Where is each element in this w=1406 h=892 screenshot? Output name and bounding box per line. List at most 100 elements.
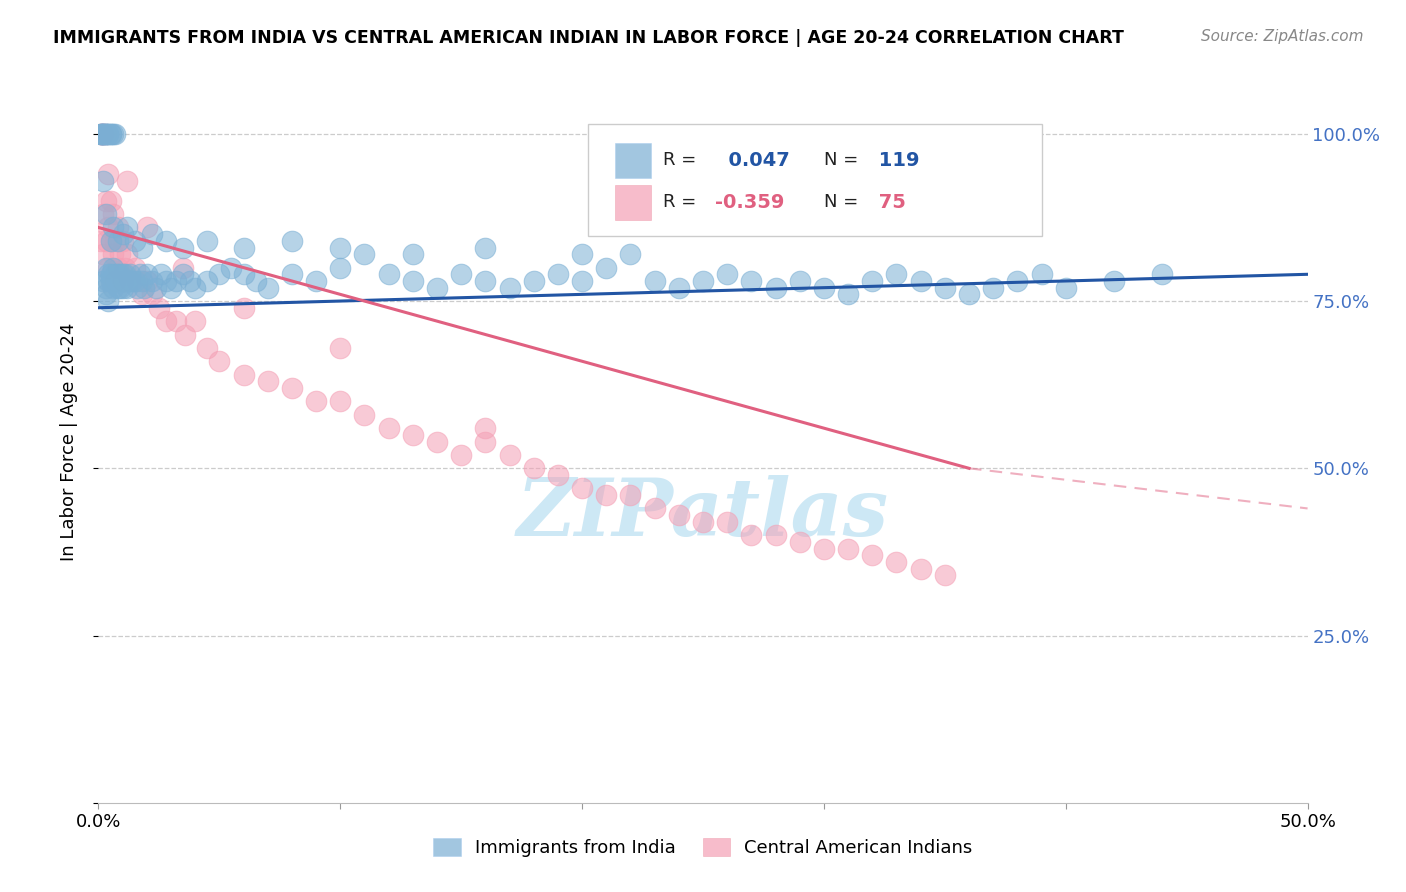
Point <box>450 268 472 282</box>
Point <box>141 227 163 242</box>
Point <box>100 268 122 282</box>
Point <box>131 241 153 255</box>
Point <box>124 234 146 248</box>
Point <box>547 467 569 482</box>
Point <box>281 234 304 248</box>
Point <box>195 341 218 355</box>
Point <box>981 281 1004 295</box>
Point <box>245 274 267 288</box>
Point <box>208 268 231 282</box>
Point <box>221 260 243 275</box>
Point <box>377 268 399 282</box>
Point <box>813 281 835 295</box>
Point <box>100 127 122 141</box>
Point <box>94 260 117 275</box>
Point <box>94 287 117 301</box>
Point <box>101 281 124 295</box>
Point <box>474 434 496 449</box>
Point <box>91 127 114 141</box>
Point <box>329 394 352 409</box>
Point <box>619 247 641 261</box>
Point <box>104 274 127 288</box>
Point <box>957 287 980 301</box>
Point <box>97 127 120 141</box>
Point <box>111 274 134 288</box>
Point <box>1031 268 1053 282</box>
Point <box>91 127 114 141</box>
Point <box>94 127 117 141</box>
Point <box>94 281 117 295</box>
Point <box>232 368 254 382</box>
Point <box>595 488 617 502</box>
Point <box>150 268 173 282</box>
Point <box>141 287 163 301</box>
Point <box>740 274 762 288</box>
Point <box>329 341 352 355</box>
FancyBboxPatch shape <box>614 185 651 219</box>
Point <box>619 488 641 502</box>
Point <box>94 194 117 208</box>
Point <box>523 274 546 288</box>
Point <box>124 274 146 288</box>
Point <box>498 448 520 462</box>
Point <box>97 127 120 141</box>
Point <box>1007 274 1029 288</box>
Point <box>305 274 328 288</box>
Point <box>172 260 194 275</box>
Point <box>860 274 883 288</box>
Point <box>100 234 122 248</box>
Point <box>195 234 218 248</box>
Point <box>108 268 131 282</box>
Point <box>837 287 859 301</box>
Point <box>90 127 112 141</box>
Point <box>692 515 714 529</box>
Point <box>195 274 218 288</box>
Point <box>114 268 136 282</box>
Point <box>155 314 177 328</box>
Text: -0.359: -0.359 <box>716 193 785 212</box>
Point <box>910 274 932 288</box>
Point <box>145 281 167 295</box>
Point <box>165 274 187 288</box>
Point <box>402 247 425 261</box>
Point <box>141 274 163 288</box>
Point <box>160 281 183 295</box>
Point <box>111 227 134 242</box>
Point <box>474 241 496 255</box>
Point <box>94 127 117 141</box>
Point <box>644 501 666 516</box>
Point <box>860 548 883 563</box>
Point <box>128 268 150 282</box>
Point <box>124 260 146 275</box>
Point <box>97 274 120 288</box>
Point <box>571 482 593 496</box>
Text: Source: ZipAtlas.com: Source: ZipAtlas.com <box>1201 29 1364 44</box>
Point <box>91 247 114 261</box>
Point <box>111 281 134 295</box>
Point <box>101 260 124 275</box>
Point <box>127 274 149 288</box>
Text: N =: N = <box>824 152 858 169</box>
Point <box>118 268 141 282</box>
Point <box>101 127 124 141</box>
Point <box>148 301 170 315</box>
Point <box>498 281 520 295</box>
Point <box>232 241 254 255</box>
Point <box>208 354 231 368</box>
Point <box>172 241 194 255</box>
Point <box>184 281 207 295</box>
Point <box>523 461 546 475</box>
Point <box>281 268 304 282</box>
Point <box>90 234 112 248</box>
Point <box>910 562 932 576</box>
Point <box>91 127 114 141</box>
Point <box>571 247 593 261</box>
Point <box>165 314 187 328</box>
Point <box>97 220 120 235</box>
Point <box>256 281 278 295</box>
Point <box>329 260 352 275</box>
Point <box>104 127 127 141</box>
Point <box>450 448 472 462</box>
Point <box>740 528 762 542</box>
Point <box>100 274 122 288</box>
